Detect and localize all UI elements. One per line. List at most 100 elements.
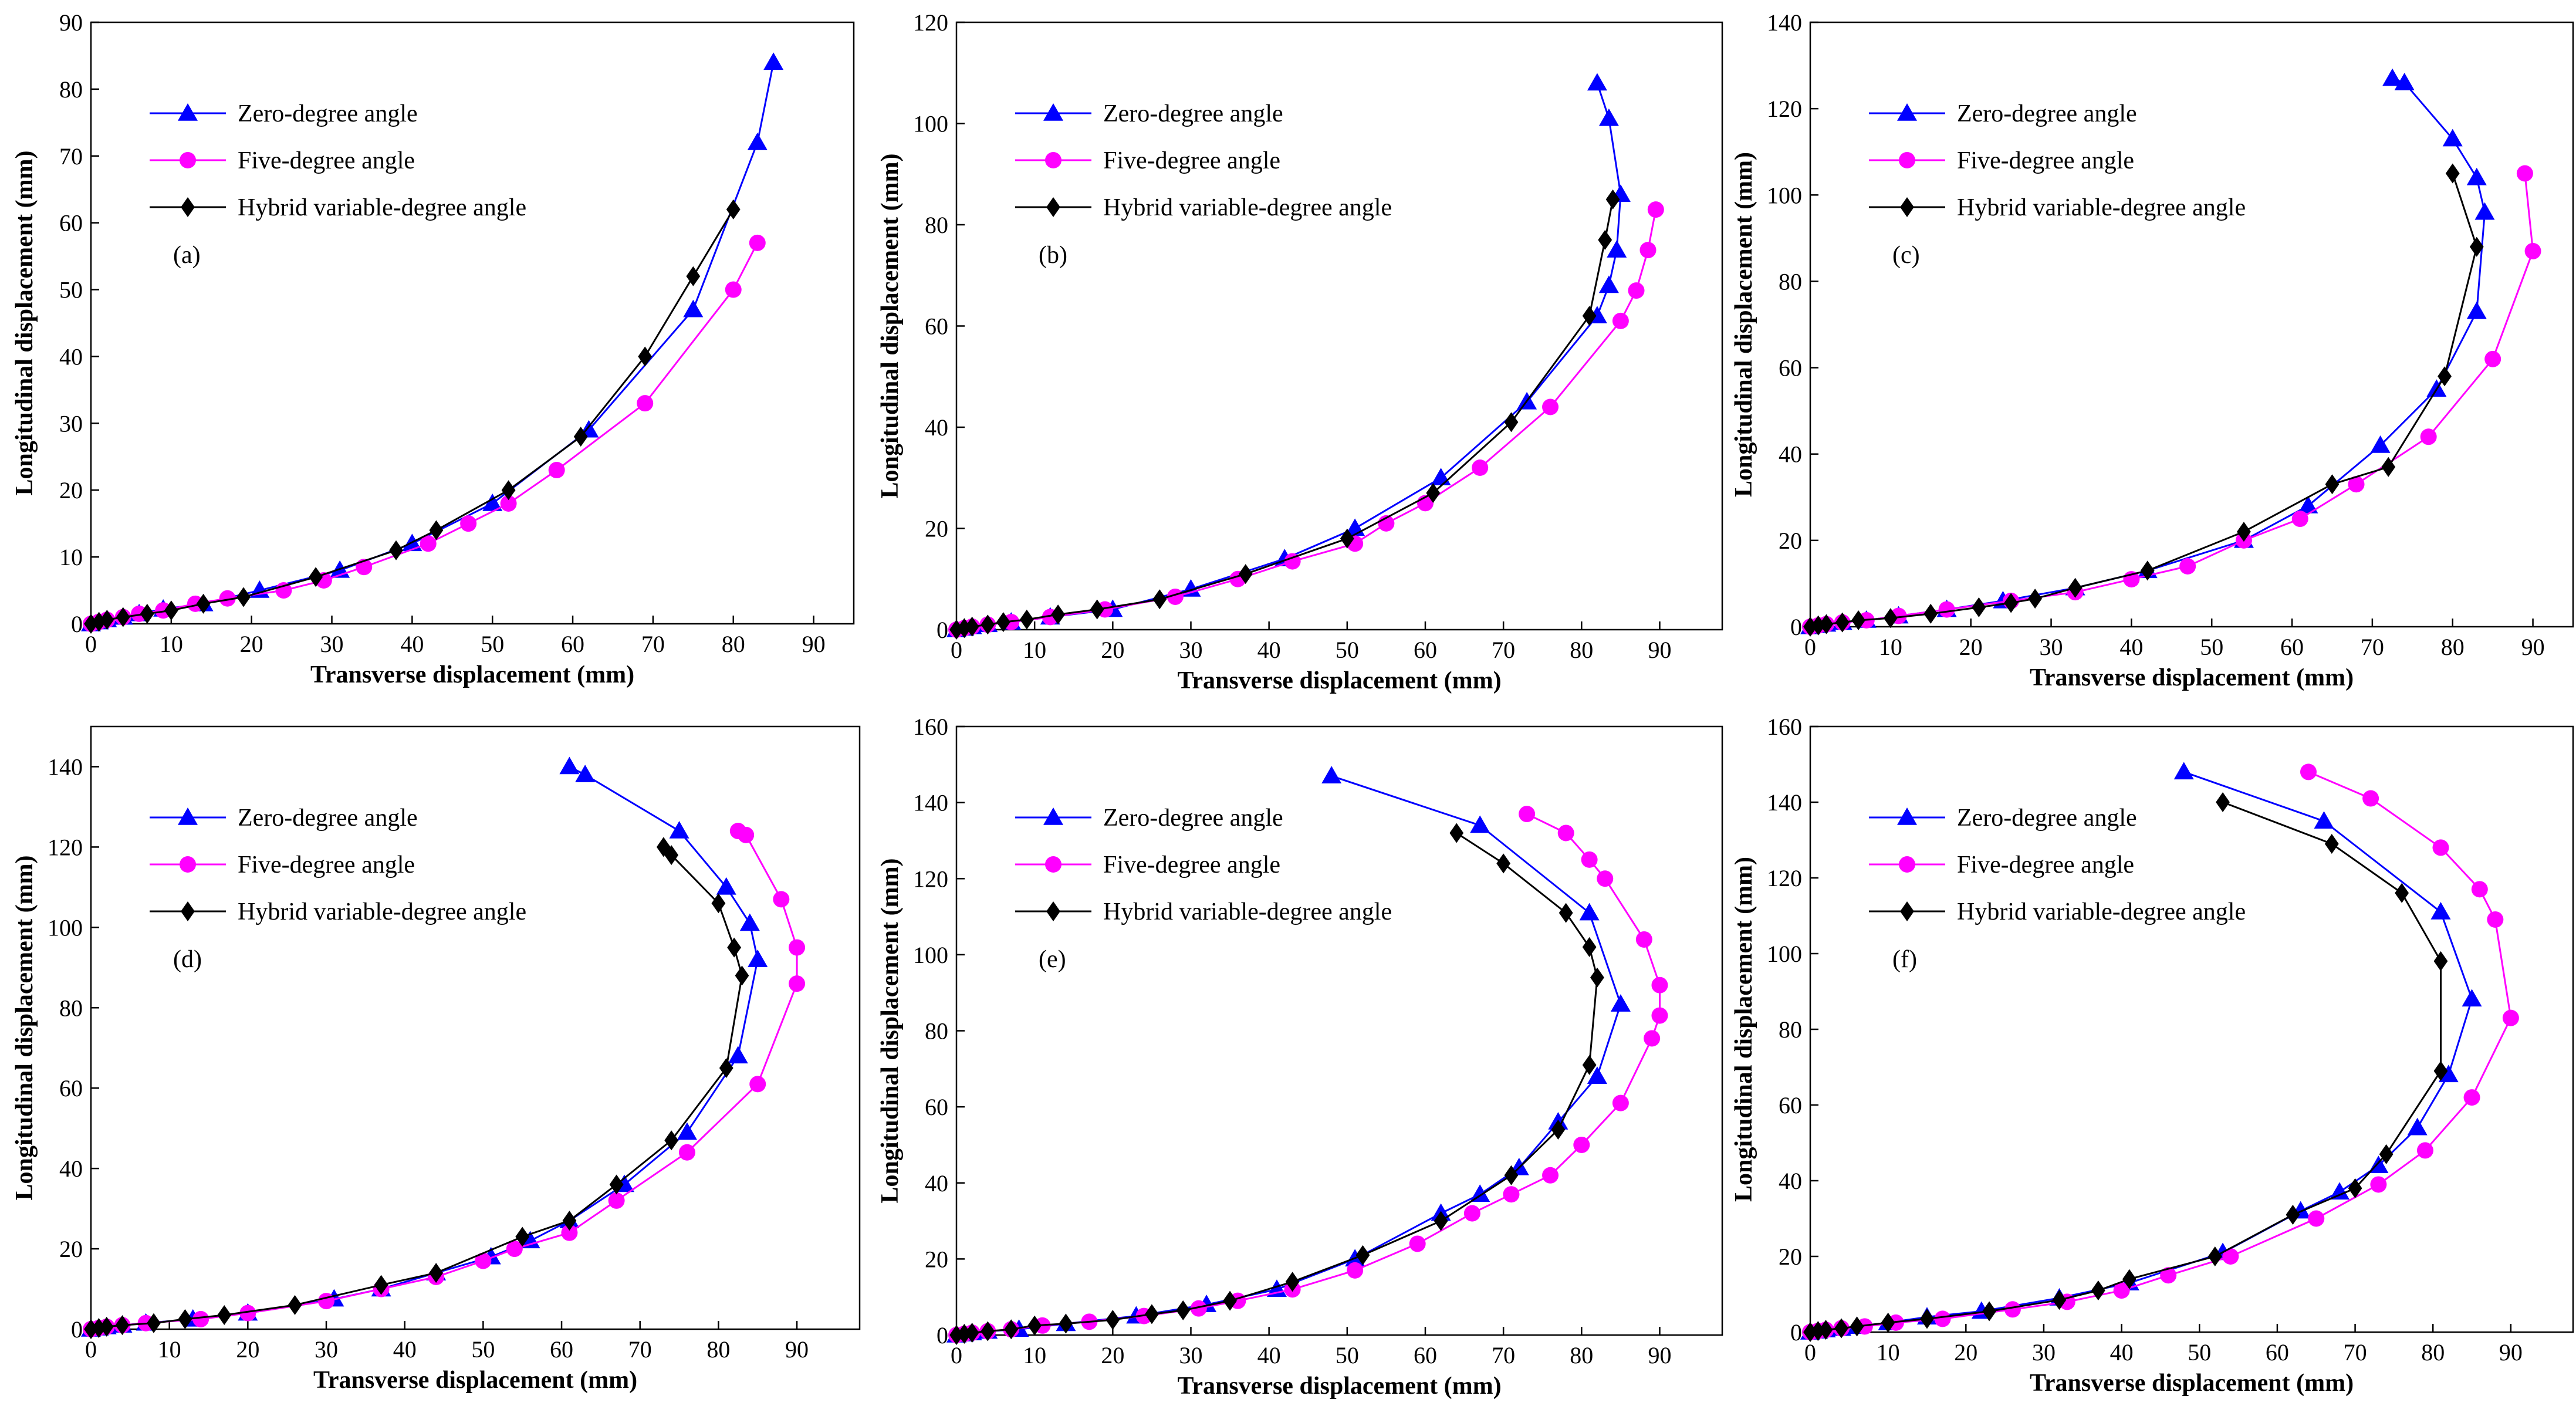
data-point	[2466, 301, 2487, 319]
data-point	[196, 593, 211, 614]
data-point	[2222, 1248, 2239, 1265]
data-point	[1651, 976, 1668, 994]
series-zero-degree-angle	[946, 766, 1631, 1343]
legend-label: Five-degree angle	[1957, 851, 2134, 878]
legend-label: Hybrid variable-degree angle	[238, 898, 526, 925]
data-point	[735, 965, 749, 986]
data-point	[2179, 558, 2196, 575]
legend-marker	[1897, 807, 1917, 825]
data-point	[1504, 412, 1519, 432]
series-hybrid-variable-degree-angle	[1803, 792, 2448, 1342]
data-point	[609, 1174, 624, 1195]
x-tick-label: 10	[158, 1336, 181, 1363]
x-tick-label: 30	[320, 631, 344, 657]
x-tick-label: 60	[1414, 1342, 1437, 1368]
x-tick-label: 60	[2280, 634, 2304, 660]
data-point	[1803, 617, 1817, 637]
data-point	[1321, 766, 1342, 784]
data-point	[1266, 1279, 1287, 1297]
data-point	[1223, 1290, 1237, 1311]
data-point	[2370, 435, 2391, 453]
series-hybrid-variable-degree-angle	[949, 823, 1604, 1345]
y-tick-label: 160	[1767, 714, 1802, 740]
x-tick-label: 60	[561, 631, 584, 657]
y-tick-label: 40	[1779, 441, 1802, 468]
y-tick-label: 40	[925, 414, 948, 441]
x-tick-label: 10	[160, 631, 183, 657]
data-point	[2348, 476, 2365, 493]
data-point	[1551, 1120, 1566, 1140]
y-tick-label: 80	[925, 1018, 948, 1045]
x-axis-title: Transverse displacement (mm)	[1177, 667, 1501, 694]
legend-marker	[1046, 901, 1060, 921]
y-tick-label: 100	[1767, 182, 1802, 208]
data-point	[1503, 1186, 1520, 1203]
legend-label: Five-degree angle	[1957, 147, 2134, 174]
data-point	[1647, 201, 1664, 218]
data-point	[1651, 1007, 1668, 1024]
legend-marker	[180, 856, 196, 873]
data-point	[1582, 1055, 1597, 1075]
y-tick-label: 120	[913, 866, 948, 892]
data-point	[1923, 603, 1938, 624]
data-point	[1152, 589, 1167, 610]
legend-marker	[178, 103, 198, 121]
series-line	[90, 209, 734, 625]
x-tick-label: 70	[628, 1336, 652, 1363]
x-tick-label: 50	[471, 1336, 495, 1363]
y-axis-title: Longitudinal displacement (mm)	[1730, 152, 1757, 497]
legend-label: Hybrid variable-degree angle	[1103, 194, 1392, 221]
x-tick-label: 10	[1879, 634, 1902, 660]
x-tick-label: 90	[2499, 1339, 2523, 1366]
y-tick-label: 120	[48, 834, 83, 860]
chart-panel-a: 0 10 20 30 40 50 60 70 80 90 0 10 20 30 40 50 60 70 80 90 Tr…	[11, 9, 855, 688]
data-point	[2516, 165, 2533, 182]
data-point	[1590, 967, 1604, 988]
data-point	[2407, 1117, 2428, 1136]
legend-label: Hybrid variable-degree angle	[1103, 898, 1392, 925]
x-tick-label: 60	[2266, 1339, 2289, 1366]
legend-marker	[1045, 856, 1061, 873]
x-tick-label: 20	[1101, 1342, 1124, 1368]
legend-marker	[1043, 807, 1063, 825]
y-tick-label: 0	[71, 1316, 83, 1343]
data-point	[92, 1317, 106, 1338]
x-tick-label: 90	[802, 631, 826, 657]
data-point	[981, 614, 995, 635]
y-tick-label: 0	[71, 611, 83, 637]
data-point	[608, 1192, 625, 1209]
y-tick-label: 80	[925, 212, 948, 238]
data-point	[1470, 815, 1490, 833]
y-tick-label: 40	[59, 343, 83, 370]
x-axis-title: Transverse displacement (mm)	[1177, 1373, 1501, 1400]
data-point	[949, 1325, 964, 1345]
x-axis-title: Transverse displacement (mm)	[2030, 1370, 2354, 1397]
legend-label: Five-degree angle	[1103, 147, 1280, 174]
data-point	[1607, 240, 1627, 258]
data-point	[2381, 457, 2396, 477]
data-point	[515, 1226, 530, 1247]
legend-marker	[1897, 103, 1917, 121]
y-tick-label: 100	[48, 914, 83, 941]
data-point	[2122, 1269, 2136, 1289]
y-tick-label: 80	[1779, 1016, 1802, 1043]
data-point	[1582, 937, 1597, 957]
data-point	[1542, 1167, 1559, 1184]
data-point	[2484, 350, 2501, 367]
data-point	[1819, 614, 1834, 634]
x-tick-label: 20	[1101, 637, 1124, 663]
y-tick-label: 20	[1779, 528, 1802, 554]
legend-marker	[1900, 901, 1914, 921]
x-tick-label: 40	[393, 1336, 417, 1363]
series-zero-degree-angle	[1800, 762, 2482, 1340]
data-point	[575, 765, 596, 782]
y-tick-label: 60	[59, 210, 83, 236]
data-point	[1834, 1318, 1848, 1339]
data-point	[217, 1305, 232, 1326]
legend-marker	[1900, 197, 1914, 217]
data-point	[318, 1293, 335, 1310]
data-point	[482, 494, 503, 511]
series-line	[956, 209, 1657, 631]
data-point	[2004, 1301, 2021, 1318]
legend-label: Five-degree angle	[1103, 851, 1280, 878]
